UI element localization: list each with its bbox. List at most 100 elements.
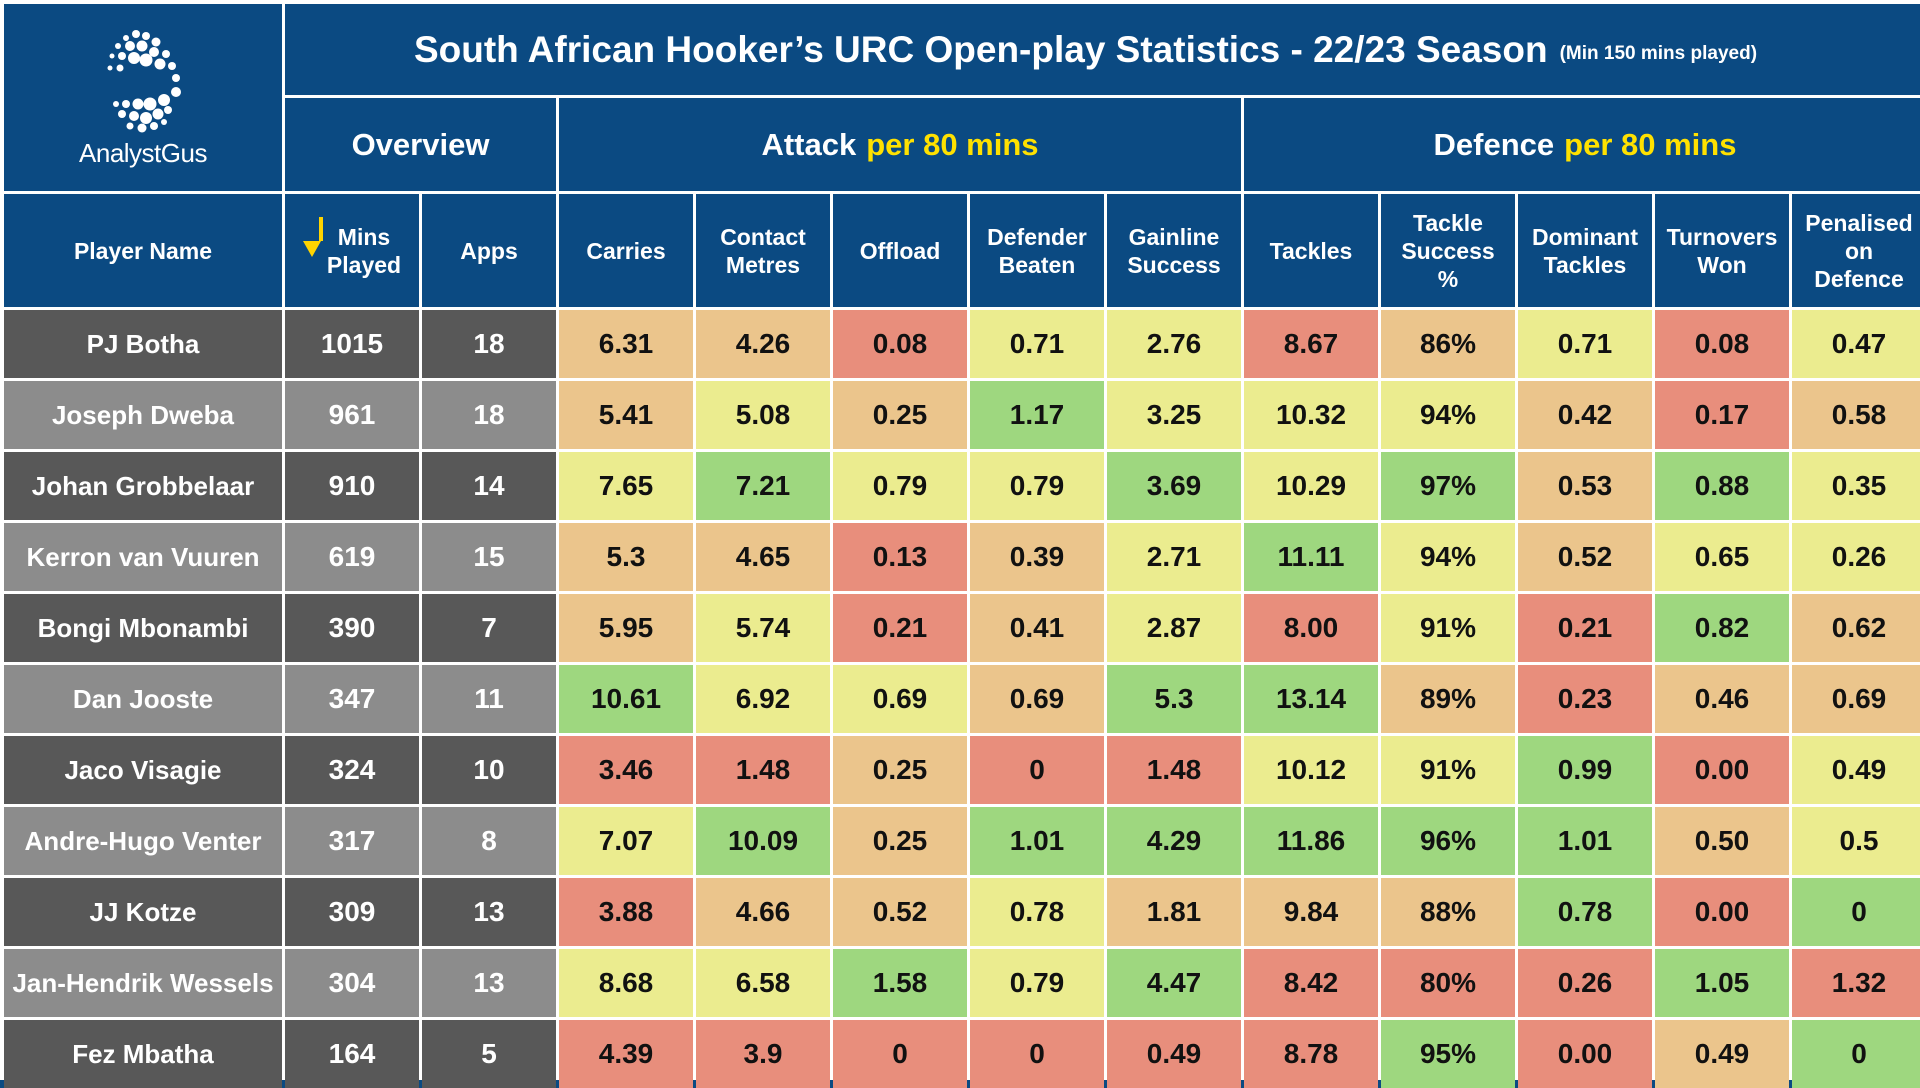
stat-gainline-success: 4.47 [1107, 949, 1241, 1017]
title-subtitle: (Min 150 mins played) [1559, 42, 1758, 64]
col-header-tackle-success: Tackle Success % [1381, 194, 1515, 307]
sort-arrow-stem [318, 216, 323, 241]
stat-penalised-on-defence: 0.5 [1792, 807, 1920, 875]
stat-tackles: 8.78 [1244, 1020, 1378, 1088]
col-header-penalised-on-defence: Penalised on Defence [1792, 194, 1920, 307]
stat-penalised-on-defence: 0 [1792, 1020, 1920, 1088]
logo-dot [125, 41, 135, 51]
apps-value: 18 [422, 310, 556, 378]
col-header-label: Defender Beaten [987, 223, 1087, 278]
col-header-label: Offload [859, 237, 941, 264]
stat-tackle-success: 86% [1381, 310, 1515, 378]
stat-tackles: 8.67 [1244, 310, 1378, 378]
stat-turnovers-won: 0.49 [1655, 1020, 1789, 1088]
stat-offload: 0.52 [833, 878, 967, 946]
stat-tackle-success: 89% [1381, 665, 1515, 733]
player-name: Jan-Hendrik Wessels [4, 949, 282, 1017]
stat-contact-metres: 4.66 [696, 878, 830, 946]
stat-dominant-tackles: 0.26 [1518, 949, 1652, 1017]
stat-turnovers-won: 0.00 [1655, 736, 1789, 804]
apps-value: 5 [422, 1020, 556, 1088]
player-name: Fez Mbatha [4, 1020, 282, 1088]
stat-turnovers-won: 1.05 [1655, 949, 1789, 1017]
player-name: Andre-Hugo Venter [4, 807, 282, 875]
stat-offload: 0 [833, 1020, 967, 1088]
logo-dot [139, 53, 153, 67]
stat-gainline-success: 1.48 [1107, 736, 1241, 804]
stat-carries: 5.95 [559, 594, 693, 662]
group-attack-highlight: per 80 mins [866, 126, 1039, 162]
stat-carries: 7.65 [559, 452, 693, 520]
apps-value: 13 [422, 949, 556, 1017]
stat-defender-beaten: 0.78 [970, 878, 1104, 946]
mins-played-value: 304 [285, 949, 419, 1017]
logo-dot [149, 47, 159, 57]
stat-penalised-on-defence: 0.47 [1792, 310, 1920, 378]
apps-value: 13 [422, 878, 556, 946]
logo-dot [113, 101, 119, 107]
stat-defender-beaten: 0.69 [970, 665, 1104, 733]
stat-defender-beaten: 0.39 [970, 523, 1104, 591]
stat-defender-beaten: 0 [970, 1020, 1104, 1088]
stat-defender-beaten: 0.79 [970, 452, 1104, 520]
player-name: Jaco Visagie [4, 736, 282, 804]
col-header-carries: Carries [559, 194, 693, 307]
apps-value: 18 [422, 381, 556, 449]
mins-played-value: 1015 [285, 310, 419, 378]
col-header-tackles: Tackles [1244, 194, 1378, 307]
stat-tackles: 8.00 [1244, 594, 1378, 662]
stat-carries: 5.41 [559, 381, 693, 449]
stat-contact-metres: 4.26 [696, 310, 830, 378]
group-attack-label: Attack [761, 126, 857, 162]
stat-dominant-tackles: 0.21 [1518, 594, 1652, 662]
stat-tackles: 10.12 [1244, 736, 1378, 804]
col-header-label: Mins Played [326, 223, 402, 278]
stat-dominant-tackles: 0.53 [1518, 452, 1652, 520]
stat-tackle-success: 94% [1381, 381, 1515, 449]
logo-dot [107, 65, 113, 71]
logo-dot [152, 108, 164, 120]
group-defence: Defence per 80 mins [1244, 98, 1920, 191]
stat-tackle-success: 94% [1381, 523, 1515, 591]
logo-text: AnalystGus [79, 138, 207, 168]
logo-dot [122, 100, 130, 108]
col-header-offload: Offload [833, 194, 967, 307]
stat-penalised-on-defence: 0.35 [1792, 452, 1920, 520]
player-name: PJ Botha [4, 310, 282, 378]
stat-contact-metres: 5.08 [696, 381, 830, 449]
apps-value: 14 [422, 452, 556, 520]
stat-turnovers-won: 0.08 [1655, 310, 1789, 378]
group-defence-label: Defence [1433, 126, 1555, 162]
stat-turnovers-won: 0.88 [1655, 452, 1789, 520]
col-header-mins-played[interactable]: Mins Played [285, 194, 419, 307]
logo-dot [162, 50, 170, 58]
logo-dot [123, 35, 129, 41]
stat-gainline-success: 3.69 [1107, 452, 1241, 520]
stat-turnovers-won: 0.65 [1655, 523, 1789, 591]
col-header-player-name: Player Name [4, 194, 282, 307]
logo-dot [132, 30, 140, 38]
logo-dot [132, 98, 144, 110]
stat-penalised-on-defence: 0.58 [1792, 381, 1920, 449]
player-name: Johan Grobbelaar [4, 452, 282, 520]
mins-played-value: 619 [285, 523, 419, 591]
player-name: Dan Jooste [4, 665, 282, 733]
col-header-label: Turnovers Won [1666, 223, 1778, 278]
col-header-label: Apps [460, 237, 518, 264]
stat-gainline-success: 5.3 [1107, 665, 1241, 733]
stat-defender-beaten: 1.01 [970, 807, 1104, 875]
stat-penalised-on-defence: 0.49 [1792, 736, 1920, 804]
stat-gainline-success: 4.29 [1107, 807, 1241, 875]
stat-gainline-success: 2.87 [1107, 594, 1241, 662]
stat-offload: 1.58 [833, 949, 967, 1017]
stat-tackle-success: 95% [1381, 1020, 1515, 1088]
mins-played-value: 317 [285, 807, 419, 875]
col-header-dominant-tackles: Dominant Tackles [1518, 194, 1652, 307]
logo-dot [171, 87, 181, 97]
group-defence-highlight: per 80 mins [1564, 126, 1737, 162]
stat-defender-beaten: 0.79 [970, 949, 1104, 1017]
col-header-defender-beaten: Defender Beaten [970, 194, 1104, 307]
stat-dominant-tackles: 1.01 [1518, 807, 1652, 875]
stat-dominant-tackles: 0.99 [1518, 736, 1652, 804]
group-attack: Attack per 80 mins [559, 98, 1241, 191]
